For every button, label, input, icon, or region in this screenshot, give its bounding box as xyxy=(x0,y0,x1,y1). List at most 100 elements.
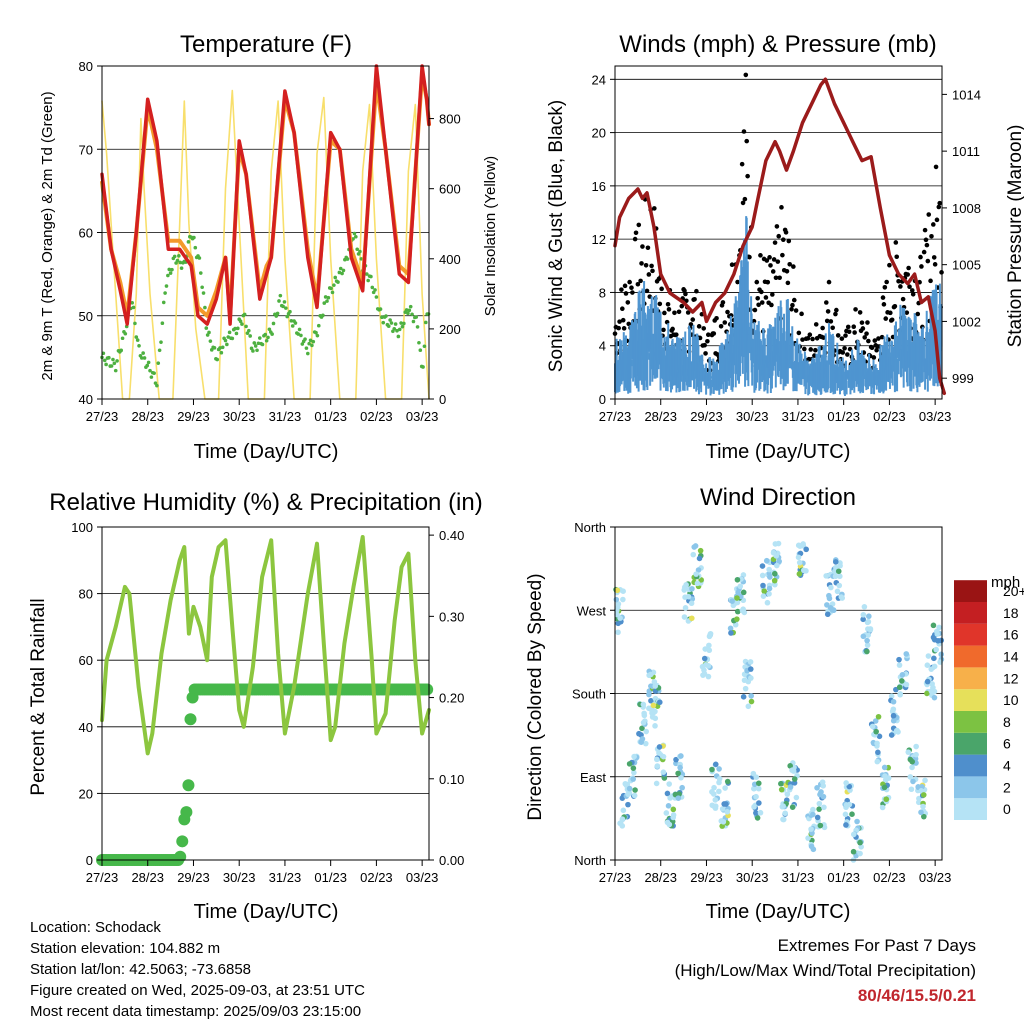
dewpoint-point xyxy=(203,305,207,310)
dewpoint-point xyxy=(384,314,388,318)
gust-point xyxy=(924,242,930,248)
gust-point xyxy=(771,257,777,262)
gust-point xyxy=(862,335,868,340)
direction-point xyxy=(907,774,914,780)
direction-point xyxy=(727,625,734,632)
gust-point xyxy=(828,319,834,324)
gust-point xyxy=(857,310,863,315)
dewpoint-point xyxy=(359,257,364,261)
gust-point xyxy=(820,325,825,331)
winds-right-tick-label: 1008 xyxy=(952,201,981,216)
dewpoint-point xyxy=(135,338,140,342)
gust-point xyxy=(643,262,649,268)
direction-point xyxy=(854,818,860,825)
direction-point xyxy=(652,723,658,729)
gust-point xyxy=(793,308,799,313)
gust-point xyxy=(888,310,893,316)
humidity-left-tick-label: 20 xyxy=(79,786,93,801)
direction-point xyxy=(920,803,926,810)
direction-point xyxy=(858,844,864,850)
direction-point xyxy=(864,642,871,648)
direction-point xyxy=(709,789,715,795)
direction-point xyxy=(620,807,627,814)
dewpoint-point xyxy=(251,349,255,353)
direction-point xyxy=(678,753,684,759)
direction-point xyxy=(860,611,867,618)
direction-point xyxy=(664,790,671,797)
dewpoint-point xyxy=(161,300,166,305)
legend-color-box xyxy=(954,754,987,777)
precip-point xyxy=(184,713,197,726)
gust-point xyxy=(910,292,916,297)
gust-point xyxy=(834,307,839,313)
direction-point xyxy=(865,626,871,632)
dewpoint-point xyxy=(310,343,314,348)
gust-point xyxy=(852,330,857,335)
direction-point xyxy=(756,800,762,806)
direction-point xyxy=(938,651,945,658)
dewpoint-point xyxy=(137,344,141,348)
direction-xtick-label: 01/23 xyxy=(827,870,860,885)
station-info: Location: Schodack Station elevation: 10… xyxy=(30,917,365,1022)
direction-xtick-label: 27/23 xyxy=(599,870,632,885)
direction-point xyxy=(690,551,697,558)
dewpoint-point xyxy=(336,280,340,284)
dewpoint-point xyxy=(321,313,325,318)
direction-point xyxy=(796,571,803,577)
direction-point xyxy=(734,576,741,583)
temperature-xtick-label: 28/23 xyxy=(131,409,164,424)
direction-point xyxy=(734,608,741,615)
gust-point xyxy=(791,297,797,303)
direction-point xyxy=(776,558,782,565)
direction-point xyxy=(808,843,815,850)
dewpoint-point xyxy=(299,333,303,338)
dewpoint-point xyxy=(201,291,206,295)
humidity-left-ticks: 0 20 40 60 80 100 xyxy=(71,520,102,868)
direction-point xyxy=(835,568,842,575)
gust-point xyxy=(743,72,749,78)
winds-panel: Winds (mph) & Pressure (mb) 04812162024 … xyxy=(546,31,1024,463)
direction-point xyxy=(817,822,824,829)
direction-point xyxy=(639,736,646,742)
gust-point xyxy=(813,347,818,353)
dewpoint-point xyxy=(255,348,259,353)
direction-point xyxy=(882,773,888,779)
direction-point xyxy=(614,611,620,618)
direction-point xyxy=(648,671,654,678)
direction-point xyxy=(864,637,870,644)
dewpoint-point xyxy=(186,240,191,244)
gust-point xyxy=(690,317,696,322)
direction-point xyxy=(889,708,896,715)
direction-point xyxy=(770,549,777,556)
humidity-left-tick-label: 80 xyxy=(79,587,93,602)
dewpoint-point xyxy=(104,362,108,367)
gust-point xyxy=(823,300,829,305)
direction-title: Wind Direction xyxy=(700,484,856,511)
gust-point xyxy=(881,302,887,307)
direction-point xyxy=(931,694,938,701)
temperature-left-tick-label: 80 xyxy=(79,59,93,74)
direction-point xyxy=(739,607,746,614)
dewpoint-point xyxy=(167,267,172,272)
dewpoint-point xyxy=(322,301,327,305)
direction-point xyxy=(709,766,715,773)
dewpoint-series xyxy=(100,231,431,388)
direction-x-ticks: 27/23 28/23 29/23 30/23 31/23 01/23 02/23 03/23 xyxy=(599,860,951,885)
direction-point xyxy=(745,703,752,710)
dewpoint-point xyxy=(423,320,428,325)
gust-point xyxy=(866,338,871,344)
direction-point xyxy=(757,809,764,816)
solar-insolation-line xyxy=(101,89,430,400)
gust-point xyxy=(755,295,760,301)
gust-point xyxy=(756,302,761,308)
legend-color-box xyxy=(954,667,987,690)
direction-point xyxy=(881,784,888,791)
direction-series xyxy=(613,540,945,863)
dewpoint-point xyxy=(242,312,247,317)
dewpoint-point xyxy=(285,314,290,319)
dewpoint-point xyxy=(238,319,243,323)
dewpoint-point xyxy=(204,326,209,330)
gust-point xyxy=(779,205,784,210)
direction-point xyxy=(933,646,940,653)
gust-point xyxy=(894,254,900,260)
